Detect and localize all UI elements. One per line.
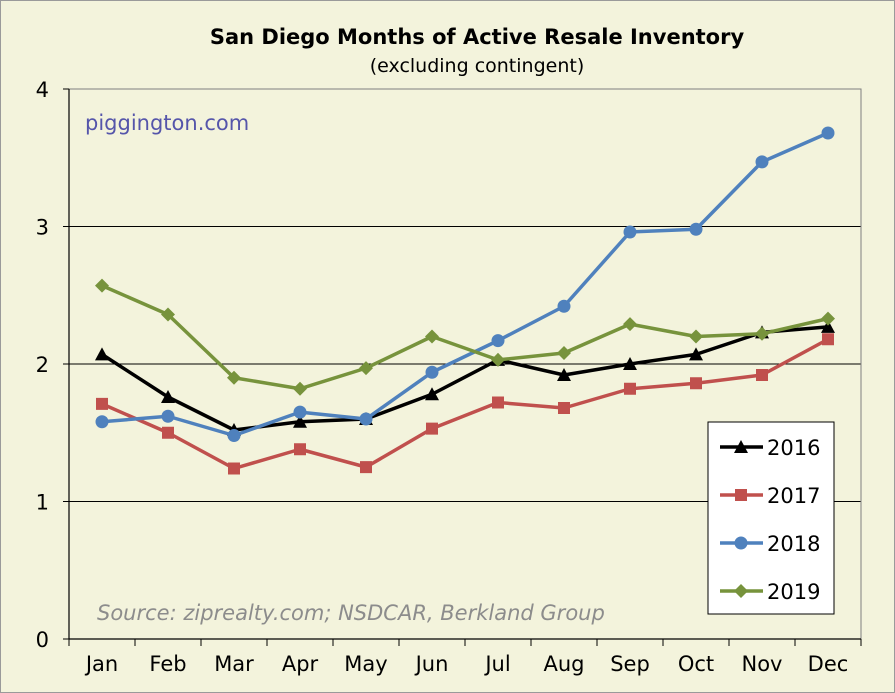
data-point-2018 xyxy=(425,365,439,379)
data-point-2018 xyxy=(755,155,769,169)
watermark-text: piggington.com xyxy=(85,111,249,135)
data-point-2017 xyxy=(624,382,636,395)
legend-marker-2016 xyxy=(734,440,748,453)
data-point-2016 xyxy=(623,357,637,370)
data-point-2019 xyxy=(425,329,439,344)
series-2017 xyxy=(96,333,834,475)
data-point-2019 xyxy=(359,361,373,376)
legend-label-2017: 2017 xyxy=(767,484,820,508)
data-point-2018 xyxy=(557,299,571,313)
legend-label-2019: 2019 xyxy=(767,580,820,604)
data-point-2017 xyxy=(294,443,306,456)
data-point-2019 xyxy=(755,326,769,341)
data-point-2019 xyxy=(821,311,835,326)
data-point-2017 xyxy=(426,422,438,435)
data-point-2016 xyxy=(425,387,439,401)
data-point-2016 xyxy=(95,347,109,361)
series-2016 xyxy=(95,319,835,436)
data-point-2019 xyxy=(623,317,637,332)
data-point-2016 xyxy=(293,414,307,428)
source-note: Source: ziprealty.com; NSDCAR, Berkland … xyxy=(97,601,605,625)
x-tick-label: Jul xyxy=(483,652,510,676)
x-tick-label: Feb xyxy=(149,652,186,676)
data-point-2019 xyxy=(689,329,703,344)
data-point-2017 xyxy=(558,402,570,414)
series-2019 xyxy=(95,278,835,396)
data-point-2016 xyxy=(821,319,835,333)
x-tick-label: Sep xyxy=(610,652,650,676)
x-tick-label: Oct xyxy=(678,652,714,676)
data-point-2018 xyxy=(359,412,373,426)
data-point-2016 xyxy=(161,390,175,403)
data-point-2018 xyxy=(623,225,637,239)
data-point-2017 xyxy=(690,377,702,390)
y-tick-label: 3 xyxy=(36,216,49,240)
data-point-2016 xyxy=(689,347,703,361)
data-point-2019 xyxy=(227,370,241,385)
data-point-2017 xyxy=(96,397,108,410)
chart-subtitle: (excluding contingent) xyxy=(370,55,584,77)
x-tick-label: Jan xyxy=(84,652,118,676)
series-2018 xyxy=(95,126,835,442)
data-point-2018 xyxy=(821,126,835,140)
data-point-2017 xyxy=(360,461,372,474)
legend-marker-2019 xyxy=(734,584,748,598)
chart-title: San Diego Months of Active Resale Invent… xyxy=(210,25,745,49)
data-point-2017 xyxy=(228,462,240,475)
legend: 2016 2017 2018 2019 xyxy=(707,421,835,615)
data-point-2019 xyxy=(293,381,307,396)
legend-marker-2017 xyxy=(735,489,747,501)
x-tick-label: Mar xyxy=(214,652,254,676)
x-tick-label: Aug xyxy=(543,652,584,676)
data-point-2017 xyxy=(492,396,504,409)
series-line-2019 xyxy=(101,284,829,391)
series-line-2017 xyxy=(101,337,829,471)
data-point-2018 xyxy=(491,334,505,348)
series-line-2016 xyxy=(101,325,829,432)
data-point-2016 xyxy=(557,368,571,381)
data-point-2018 xyxy=(95,415,109,429)
data-point-2018 xyxy=(293,405,307,419)
legend-label-2018: 2018 xyxy=(767,532,820,556)
x-tick-label: May xyxy=(344,652,387,676)
data-point-2017 xyxy=(756,369,768,381)
x-tick-label: Dec xyxy=(808,652,849,676)
legend-marker-2018 xyxy=(734,536,748,550)
series-line-2018 xyxy=(101,131,829,438)
data-point-2019 xyxy=(491,352,505,367)
x-tick-label: Nov xyxy=(742,652,783,676)
y-tick-label: 1 xyxy=(36,491,49,515)
data-point-2018 xyxy=(227,429,241,442)
x-tick-label: Apr xyxy=(282,652,319,676)
x-tick-label: Jun xyxy=(414,652,449,676)
legend-label-2016: 2016 xyxy=(767,436,820,460)
y-tick-label: 0 xyxy=(36,628,49,652)
data-point-2018 xyxy=(689,222,703,236)
y-tick-label: 2 xyxy=(36,353,49,377)
data-point-2018 xyxy=(161,409,175,423)
data-point-2019 xyxy=(557,346,571,360)
y-tick-label: 4 xyxy=(36,78,49,102)
data-point-2019 xyxy=(95,278,109,293)
data-point-2017 xyxy=(822,333,834,346)
data-point-2017 xyxy=(162,426,174,439)
legend-box xyxy=(707,421,835,615)
data-point-2019 xyxy=(161,307,175,322)
